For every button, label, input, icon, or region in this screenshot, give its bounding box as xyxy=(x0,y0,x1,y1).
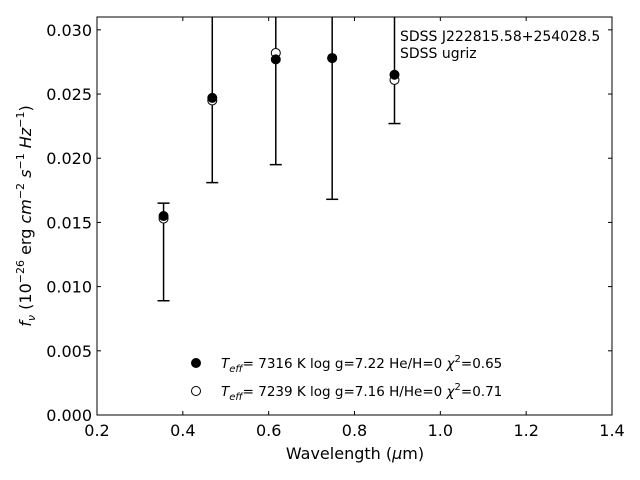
plot-frame xyxy=(96,16,613,416)
y-tick-label: 0.025 xyxy=(46,85,92,104)
x-tick-label: 0.2 xyxy=(84,421,109,440)
x-axis-label: Wavelength (μm) xyxy=(286,444,424,463)
filter-set-annotation: SDSS ugriz xyxy=(400,46,477,62)
x-axis-ticks: 0.2 0.4 0.6 0.8 1.0 1.2 1.4 xyxy=(84,17,625,440)
legend-entry-2: Teff= 7239 K log g=7.16 H/He=0 χ2=0.71 xyxy=(221,382,502,403)
y-tick-label: 0.030 xyxy=(46,21,92,40)
y-tick-label: 0.005 xyxy=(46,342,92,361)
legend: Teff= 7316 K log g=7.22 He/H=0 χ2=0.65 T… xyxy=(191,354,502,403)
data-markers xyxy=(158,47,400,224)
y-axis-ticks: 0.000 0.005 0.010 0.015 0.020 0.025 0.030 xyxy=(46,21,612,425)
legend-marker-open xyxy=(191,386,201,396)
point-filled xyxy=(270,54,281,65)
y-axis-label: fν (10−26 erg cm−2 s−1 Hz−1) xyxy=(14,105,38,326)
x-tick-label: 0.8 xyxy=(342,421,367,440)
legend-entry-1: Teff= 7316 K log g=7.22 He/H=0 χ2=0.65 xyxy=(221,354,502,375)
y-tick-label: 0.020 xyxy=(46,149,92,168)
x-tick-label: 0.4 xyxy=(170,421,195,440)
point-filled xyxy=(158,211,169,221)
y-tick-label: 0.010 xyxy=(46,278,92,297)
legend-marker-filled xyxy=(191,358,201,368)
x-tick-label: 1.4 xyxy=(599,421,624,440)
error-bars xyxy=(157,17,401,302)
x-tick-label: 0.6 xyxy=(256,421,281,440)
point-filled xyxy=(207,92,218,103)
object-name-annotation: SDSS J222815.58+254028.5 xyxy=(400,29,600,45)
point-filled xyxy=(327,53,338,64)
x-tick-label: 1.2 xyxy=(513,421,538,440)
point-filled xyxy=(389,69,400,80)
y-tick-label: 0.015 xyxy=(46,213,92,232)
x-tick-label: 1.0 xyxy=(428,421,453,440)
y-tick-label: 0.000 xyxy=(46,406,92,425)
